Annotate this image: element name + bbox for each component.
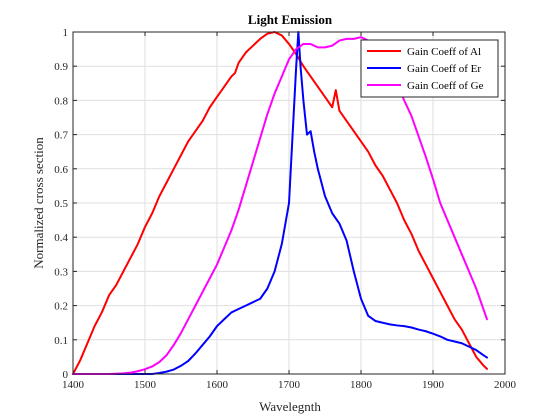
y-tick-label: 0.8: [54, 95, 68, 107]
x-tick-label: 1900: [422, 379, 445, 391]
x-tick-label: 1700: [278, 379, 301, 391]
y-tick-label: 0: [63, 369, 69, 381]
series-lines: [72, 31, 488, 375]
legend-label-1: Gain Coeff of Al: [407, 46, 481, 58]
x-axis-title: Wavelegnth: [259, 399, 321, 414]
x-tick-label: 1500: [134, 379, 157, 391]
y-axis-title: Normalized cross section: [31, 137, 46, 269]
plot-area-border: [72, 31, 506, 375]
series-line-3: [72, 36, 488, 375]
y-tick-label: 0.6: [54, 164, 68, 176]
x-tick-label: 1800: [350, 379, 373, 391]
series-line-2: [72, 31, 488, 375]
series-line-1: [72, 31, 488, 375]
axes: [72, 31, 506, 375]
y-tick-label: 0.1: [54, 335, 68, 347]
tick-labels: 1400 1500 1600 1700 1800 1900 2000 0 0.1 0.2 0.3 0.…: [54, 27, 516, 391]
y-tick-label: 0.9: [54, 61, 68, 73]
y-tick-label: 0.2: [54, 301, 68, 313]
legend-label-2: Gain Coeff of Er: [407, 63, 481, 75]
chart-title: Light Emission: [248, 12, 333, 27]
y-tick-label: 1: [63, 27, 69, 39]
legend: Gain Coeff of Al Gain Coeff of Er Gain Coe…: [360, 39, 499, 98]
y-tick-label: 0.3: [54, 266, 68, 278]
x-tick-label: 1600: [206, 379, 229, 391]
y-tick-label: 0.7: [54, 130, 68, 142]
x-tick-label: 2000: [494, 379, 517, 391]
legend-label-3: Gain Coeff of Ge: [407, 80, 484, 92]
x-tick-label: 1400: [62, 379, 85, 391]
y-tick-label: 0.4: [54, 232, 68, 244]
y-tick-label: 0.5: [54, 198, 68, 210]
